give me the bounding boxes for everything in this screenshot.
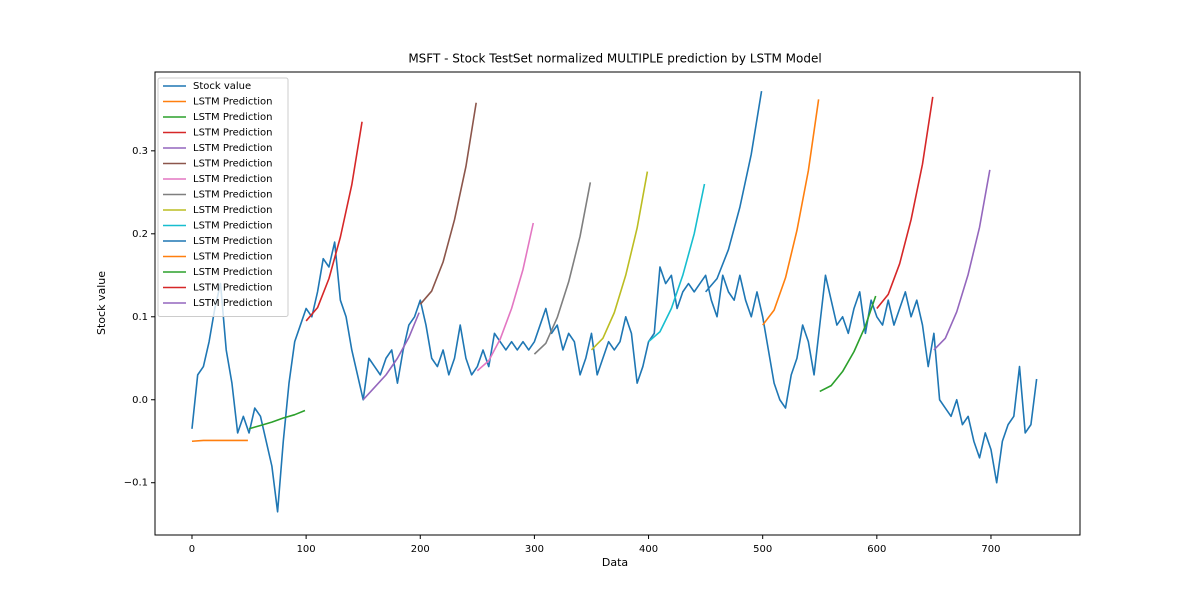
data-line (648, 183, 706, 343)
data-line (762, 99, 820, 326)
legend-label: LSTM Prediction (193, 128, 273, 139)
data-line (819, 295, 877, 393)
legend-label: LSTM Prediction (193, 143, 273, 154)
x-tick-label: 600 (867, 544, 886, 555)
legend-label: LSTM Prediction (193, 236, 273, 247)
y-axis-label: Stock value (95, 271, 108, 335)
legend-label: LSTM Prediction (193, 159, 273, 170)
legend-label: LSTM Prediction (193, 252, 273, 263)
data-line (305, 121, 363, 322)
x-tick-label: 200 (411, 544, 430, 555)
data-line (876, 96, 934, 309)
data-line (191, 241, 1038, 513)
legend-label: LSTM Prediction (193, 190, 273, 201)
plot-frame (154, 71, 1081, 536)
legend-label: LSTM Prediction (193, 97, 273, 108)
chart-title: MSFT - Stock TestSet normalized MULTIPLE… (408, 52, 821, 66)
x-tick-label: 400 (639, 544, 658, 555)
x-tick-label: 0 (189, 544, 195, 555)
data-line (705, 90, 763, 293)
y-tick-label: 0.0 (132, 395, 148, 406)
data-line (191, 439, 248, 443)
data-line (419, 102, 477, 305)
legend-label: LSTM Prediction (193, 205, 273, 216)
y-tick-label: −0.1 (124, 478, 148, 489)
y-tick-label: 0.1 (132, 312, 148, 323)
legend-label: LSTM Prediction (193, 221, 273, 232)
legend-label: LSTM Prediction (193, 298, 273, 309)
data-line (933, 169, 991, 351)
y-tick-label: 0.2 (132, 229, 148, 240)
legend-label: LSTM Prediction (193, 267, 273, 278)
data-line (248, 409, 306, 430)
x-tick-label: 500 (753, 544, 772, 555)
y-tick-label: 0.3 (132, 146, 148, 157)
x-tick-label: 700 (981, 544, 1000, 555)
x-axis-label: Data (602, 556, 628, 569)
data-line (476, 222, 535, 372)
data-line (362, 312, 420, 401)
legend-label: LSTM Prediction (193, 174, 273, 185)
legend-label: LSTM Prediction (193, 112, 273, 123)
legend-label: Stock value (193, 81, 251, 92)
legend-box (157, 77, 289, 317)
data-line (533, 182, 592, 355)
x-tick-label: 100 (297, 544, 316, 555)
data-line (590, 171, 649, 351)
x-tick-label: 300 (525, 544, 544, 555)
legend-label: LSTM Prediction (193, 283, 273, 294)
